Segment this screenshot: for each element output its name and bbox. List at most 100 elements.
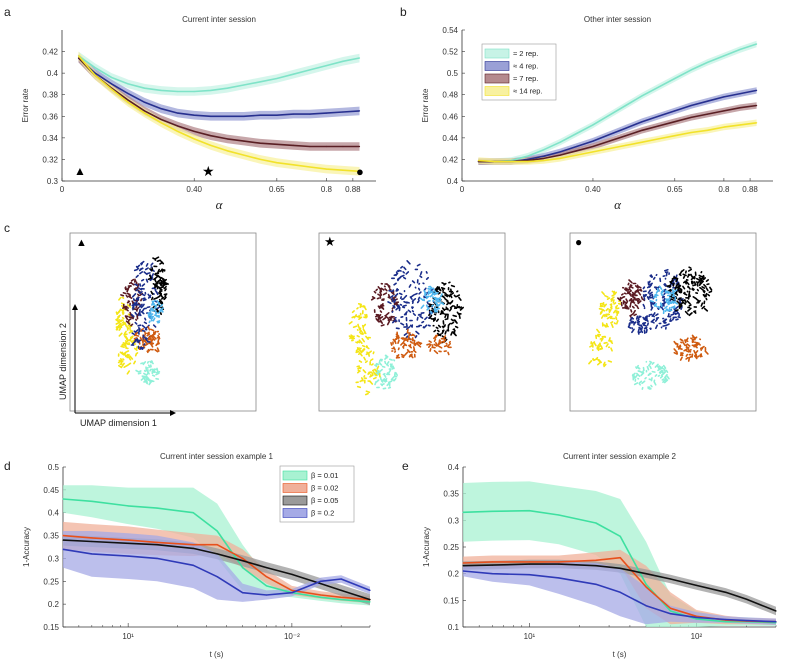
- umap-point: [429, 314, 430, 315]
- umap-point: [403, 307, 405, 308]
- umap-point: [138, 325, 141, 326]
- umap-point: [646, 330, 647, 333]
- umap-point: [631, 321, 633, 322]
- data-point: [576, 146, 577, 147]
- umap-point: [429, 341, 431, 342]
- umap-point: [409, 285, 410, 287]
- umap-point: [634, 373, 635, 374]
- x-tick-label: 0.65: [269, 185, 285, 194]
- umap-point: [382, 380, 385, 381]
- umap-point: [381, 289, 382, 292]
- data-point: [276, 115, 277, 116]
- data-point: [543, 158, 544, 159]
- umap-point: [144, 374, 146, 375]
- umap-point: [147, 273, 150, 274]
- umap-point: [365, 307, 366, 309]
- umap-point: [655, 295, 658, 296]
- umap-point: [664, 299, 665, 301]
- data-point: [242, 567, 243, 568]
- data-point: [242, 560, 243, 561]
- umap-point: [658, 376, 659, 377]
- umap-point: [145, 371, 146, 372]
- y-tick-label: 0.44: [442, 134, 458, 143]
- umap-point: [132, 333, 134, 334]
- data-point: [560, 158, 561, 159]
- umap-point: [686, 358, 688, 359]
- umap-point: [614, 311, 615, 313]
- umap-point: [633, 302, 635, 303]
- umap-point: [431, 311, 432, 313]
- data-point: [260, 81, 261, 82]
- umap-point: [648, 323, 649, 325]
- umap-point: [675, 314, 677, 315]
- umap-point: [673, 318, 674, 319]
- umap-point: [649, 314, 651, 315]
- umap-point: [432, 310, 434, 311]
- data-point: [696, 617, 697, 618]
- data-point: [609, 115, 610, 116]
- umap-point: [659, 369, 660, 370]
- umap-point: [397, 290, 398, 291]
- umap-point: [372, 364, 373, 365]
- data-point: [91, 553, 92, 554]
- umap-point: [140, 268, 143, 269]
- data-point: [62, 540, 63, 541]
- y-tick-label: 0.52: [442, 48, 458, 57]
- data-point: [260, 159, 261, 160]
- umap-point: [152, 303, 153, 305]
- data-point: [78, 55, 79, 56]
- umap-point: [692, 282, 693, 284]
- data-point: [266, 585, 267, 586]
- umap-point: [671, 290, 672, 291]
- umap-point: [698, 290, 699, 291]
- umap-point: [460, 316, 461, 318]
- data-point: [462, 565, 463, 566]
- umap-point: [442, 288, 445, 289]
- data-point: [320, 581, 321, 582]
- umap-point: [608, 361, 611, 362]
- data-point: [293, 114, 294, 115]
- umap-point: [673, 302, 674, 304]
- umap-point: [353, 311, 355, 312]
- umap-point: [140, 292, 142, 293]
- data-point: [276, 162, 277, 163]
- umap-point: [403, 272, 404, 273]
- umap-point: [659, 307, 660, 309]
- x-axis-label: α: [614, 197, 622, 212]
- umap-point: [652, 372, 655, 373]
- data-point: [723, 110, 724, 111]
- umap-panel-3: ●: [570, 233, 756, 411]
- umap-point: [411, 325, 413, 327]
- y-tick-label: 0.15: [43, 623, 59, 632]
- umap-point: [359, 304, 362, 305]
- umap-point: [426, 272, 427, 273]
- umap-point: [385, 362, 386, 364]
- data-point: [658, 125, 659, 126]
- data-point: [609, 141, 610, 142]
- y-tick-label: 0.38: [42, 91, 58, 100]
- umap-point: [634, 375, 635, 377]
- data-point: [95, 67, 96, 68]
- umap-point: [640, 381, 642, 382]
- umap-point: [689, 295, 690, 297]
- umap-point: [413, 311, 414, 312]
- chart-title: Current inter session example 1: [160, 452, 273, 461]
- umap-point: [452, 319, 454, 320]
- umap-point: [445, 319, 447, 320]
- umap-point: [442, 283, 444, 284]
- umap-point: [367, 346, 368, 347]
- umap-point: [635, 322, 636, 323]
- umap-point: [452, 286, 455, 287]
- umap-point: [632, 294, 633, 297]
- umap-point: [401, 267, 403, 268]
- data-point: [194, 138, 195, 139]
- umap-point: [150, 269, 152, 270]
- legend: ≈ 2 rep.≈ 4 rep.≈ 7 rep.≈ 14 rep.: [482, 44, 556, 100]
- umap-point: [446, 344, 447, 345]
- umap-point: [147, 307, 149, 308]
- umap-point: [152, 298, 153, 300]
- umap-point: [398, 340, 399, 343]
- umap-point: [144, 344, 145, 345]
- data-point: [210, 145, 211, 146]
- data-point: [91, 541, 92, 542]
